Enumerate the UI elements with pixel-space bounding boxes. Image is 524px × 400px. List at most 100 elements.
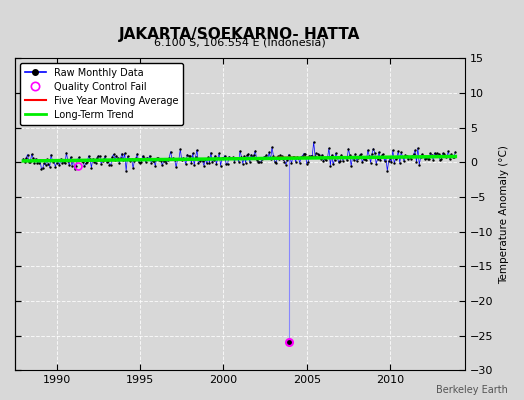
Point bbox=[421, 156, 429, 162]
Point bbox=[146, 152, 154, 159]
Point bbox=[394, 148, 402, 154]
Point bbox=[274, 153, 282, 160]
Point bbox=[357, 151, 365, 157]
Point bbox=[233, 154, 242, 161]
Point bbox=[348, 154, 357, 160]
Point bbox=[255, 159, 264, 166]
Point bbox=[261, 154, 269, 160]
Point bbox=[141, 159, 150, 165]
Point bbox=[319, 158, 328, 164]
Point bbox=[26, 159, 35, 165]
Point bbox=[340, 154, 348, 160]
Legend: Raw Monthly Data, Quality Control Fail, Five Year Moving Average, Long-Term Tren: Raw Monthly Data, Quality Control Fail, … bbox=[20, 63, 183, 125]
Point bbox=[86, 156, 94, 162]
Point bbox=[41, 162, 50, 168]
Point bbox=[445, 156, 454, 162]
Point bbox=[401, 152, 410, 158]
Point bbox=[339, 158, 347, 164]
Point bbox=[186, 153, 194, 159]
Point bbox=[275, 156, 283, 162]
Point bbox=[105, 162, 114, 168]
Point bbox=[300, 150, 308, 157]
Point bbox=[332, 150, 340, 156]
Point bbox=[170, 156, 179, 163]
Point bbox=[52, 160, 61, 166]
Point bbox=[46, 163, 54, 170]
Point bbox=[20, 158, 29, 165]
Point bbox=[297, 153, 305, 160]
Point bbox=[119, 157, 127, 163]
Point bbox=[328, 152, 336, 158]
Point bbox=[370, 150, 379, 156]
Point bbox=[104, 158, 112, 164]
Point bbox=[294, 155, 302, 161]
Point bbox=[182, 161, 190, 167]
Point bbox=[426, 150, 434, 156]
Point bbox=[103, 159, 111, 165]
Point bbox=[238, 160, 247, 167]
Point bbox=[443, 153, 451, 159]
Point bbox=[195, 158, 204, 165]
Point bbox=[396, 160, 404, 166]
Point bbox=[130, 158, 139, 164]
Point bbox=[73, 156, 82, 163]
Point bbox=[314, 151, 322, 157]
Point bbox=[389, 147, 397, 154]
Point bbox=[116, 155, 125, 162]
Point bbox=[35, 160, 43, 166]
Point bbox=[214, 155, 222, 161]
Point bbox=[379, 151, 387, 157]
Point bbox=[307, 153, 315, 159]
Point bbox=[334, 159, 343, 165]
Point bbox=[301, 150, 310, 157]
Point bbox=[259, 154, 268, 160]
Point bbox=[444, 148, 453, 154]
Point bbox=[291, 159, 300, 165]
Point bbox=[308, 153, 316, 159]
Point bbox=[136, 160, 144, 166]
Point bbox=[330, 156, 339, 163]
Point bbox=[135, 159, 143, 165]
Point bbox=[180, 156, 189, 163]
Point bbox=[68, 162, 76, 169]
Point bbox=[201, 156, 210, 162]
Point bbox=[99, 158, 107, 165]
Point bbox=[223, 161, 232, 168]
Point bbox=[451, 149, 460, 155]
Point bbox=[417, 154, 425, 161]
Point bbox=[406, 154, 414, 160]
Point bbox=[62, 150, 71, 156]
Point bbox=[270, 159, 279, 165]
Point bbox=[80, 163, 89, 170]
Point bbox=[174, 156, 183, 162]
Point bbox=[83, 159, 91, 166]
Point bbox=[289, 154, 297, 161]
Point bbox=[390, 160, 398, 166]
Point bbox=[386, 155, 394, 161]
Point bbox=[283, 157, 291, 163]
Point bbox=[364, 147, 372, 153]
Point bbox=[318, 152, 326, 158]
Point bbox=[173, 156, 182, 163]
Point bbox=[268, 144, 276, 150]
Point bbox=[95, 153, 104, 160]
Point bbox=[251, 148, 259, 154]
Point bbox=[215, 150, 223, 157]
Point bbox=[325, 145, 333, 151]
Point bbox=[140, 155, 148, 162]
Point bbox=[286, 154, 294, 160]
Point bbox=[381, 154, 390, 161]
Point bbox=[76, 156, 84, 163]
Point bbox=[187, 160, 195, 166]
Point bbox=[315, 152, 323, 158]
Point bbox=[240, 153, 248, 159]
Point bbox=[398, 154, 407, 160]
Point bbox=[25, 159, 33, 165]
Point bbox=[262, 152, 270, 158]
Point bbox=[23, 151, 31, 158]
Point bbox=[326, 162, 334, 169]
Point bbox=[279, 155, 287, 162]
Point bbox=[71, 165, 79, 172]
Point bbox=[361, 156, 369, 162]
Point bbox=[350, 157, 358, 164]
